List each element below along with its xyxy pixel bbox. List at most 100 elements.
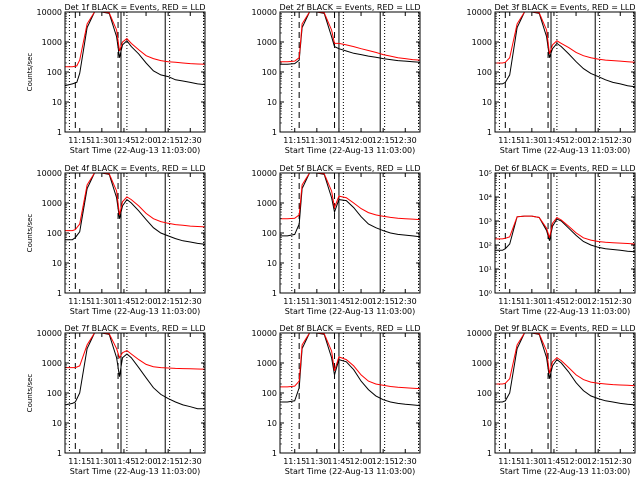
x-axis-label: Start Time (22-Aug-13 11:03:00): [500, 467, 631, 476]
y-tick-label: 1000: [257, 38, 277, 47]
plot-frame: [494, 172, 636, 294]
series-black: [280, 173, 420, 238]
chart-title: Det 8f BLACK = Events, RED = LLD: [279, 324, 420, 333]
series-red: [65, 333, 205, 370]
chart-title: Det 5f BLACK = Events, RED = LLD: [279, 164, 420, 173]
panel-det-3: 1 10 100 1000 10000 11:15 11:30 11:45 12:00 12:15…: [467, 3, 636, 155]
chart-title: Det 3f BLACK = Events, RED = LLD: [494, 3, 635, 12]
plot-frame: [279, 172, 421, 294]
series-red: [495, 12, 635, 64]
x-tick-label: 11:15: [283, 297, 306, 306]
x-tick-label: 12:30: [609, 457, 632, 466]
x-tick-label: 11:15: [498, 136, 521, 145]
panel-det-2: 1 10 100 1000 10000 11:15 11:30 11:45 12:00 12:15…: [252, 3, 421, 155]
x-axis-label: Start Time (22-Aug-13 11:03:00): [500, 146, 631, 155]
x-axis-label: Start Time (22-Aug-13 11:03:00): [285, 307, 416, 316]
y-tick-label: 1: [487, 449, 492, 458]
x-tick-label: 11:15: [68, 457, 91, 466]
y-tick-label: 1: [272, 128, 277, 137]
x-tick-label: 11:45: [542, 136, 565, 145]
series-black: [495, 12, 635, 88]
x-tick-label: 11:30: [305, 136, 328, 145]
y-tick-label: 10⁰: [479, 289, 492, 298]
x-tick-label: 12:00: [565, 136, 588, 145]
y-tick-label: 10: [267, 419, 277, 428]
y-tick-label: 10⁵: [479, 169, 492, 178]
y-tick-label: 10⁴: [479, 193, 492, 202]
y-tick-label: 1000: [42, 199, 62, 208]
y-axis-label: Counts/sec: [26, 374, 34, 413]
y-tick-label: 1: [272, 449, 277, 458]
x-tick-label: 12:00: [565, 297, 588, 306]
x-axis-label: Start Time (22-Aug-13 11:03:00): [285, 467, 416, 476]
y-tick-label: 10: [267, 259, 277, 268]
x-tick-label: 12:15: [587, 457, 610, 466]
panel-det-7: 1 10 100 1000 10000 11:15 11:30 11:45 12:00 12:15…: [26, 324, 206, 476]
series-black: [65, 333, 205, 410]
x-tick-label: 11:30: [90, 297, 113, 306]
x-tick-label: 11:45: [542, 297, 565, 306]
y-tick-label: 10: [482, 419, 492, 428]
x-tick-label: 11:30: [520, 136, 543, 145]
chart-title: Det 6f BLACK = Events, RED = LLD: [494, 164, 635, 173]
x-axis-label: Start Time (22-Aug-13 11:03:00): [70, 307, 201, 316]
y-tick-label: 1000: [472, 359, 492, 368]
y-tick-label: 10000: [252, 8, 277, 17]
x-tick-label: 11:30: [520, 297, 543, 306]
x-tick-label: 11:30: [305, 297, 328, 306]
y-tick-label: 10000: [37, 169, 62, 178]
x-tick-label: 12:15: [587, 136, 610, 145]
x-tick-label: 12:15: [157, 297, 180, 306]
x-tick-label: 12:30: [609, 297, 632, 306]
y-tick-label: 100: [47, 229, 62, 238]
y-tick-label: 1: [57, 449, 62, 458]
x-tick-label: 12:00: [350, 136, 373, 145]
series-black: [280, 333, 420, 407]
series-black: [495, 215, 635, 253]
y-tick-label: 10²: [479, 241, 492, 250]
x-tick-label: 11:30: [90, 136, 113, 145]
y-tick-label: 10000: [467, 8, 492, 17]
y-tick-label: 100: [262, 229, 277, 238]
series-red: [65, 173, 205, 232]
y-tick-label: 10000: [252, 169, 277, 178]
x-tick-label: 11:45: [112, 457, 135, 466]
chart-title: Det 4f BLACK = Events, RED = LLD: [64, 164, 205, 173]
x-tick-label: 12:15: [157, 136, 180, 145]
y-tick-label: 100: [477, 68, 492, 77]
x-tick-label: 12:00: [135, 457, 158, 466]
y-tick-label: 1000: [257, 359, 277, 368]
x-tick-label: 12:30: [609, 136, 632, 145]
x-axis-label: Start Time (22-Aug-13 11:03:00): [70, 467, 201, 476]
x-tick-label: 12:30: [179, 457, 202, 466]
y-tick-label: 10³: [479, 217, 492, 226]
plot-frame: [279, 332, 421, 454]
panel-det-5: 1 10 100 1000 10000 11:15 11:30 11:45 12:00 12:15…: [252, 164, 421, 316]
x-tick-label: 11:15: [498, 297, 521, 306]
series-red: [495, 215, 635, 245]
y-tick-label: 100: [262, 68, 277, 77]
series-red: [280, 333, 420, 390]
panel-det-4: 1 10 100 1000 10000 11:15 11:30 11:45 12:00 12:15…: [26, 164, 206, 316]
y-tick-label: 1000: [472, 38, 492, 47]
x-tick-label: 11:30: [305, 457, 328, 466]
y-tick-label: 100: [477, 389, 492, 398]
y-tick-label: 1: [487, 128, 492, 137]
y-tick-label: 10: [52, 98, 62, 107]
plot-frame: [64, 332, 206, 454]
y-tick-label: 100: [47, 68, 62, 77]
y-tick-label: 10000: [37, 8, 62, 17]
x-tick-label: 11:45: [327, 457, 350, 466]
x-tick-label: 11:15: [498, 457, 521, 466]
x-tick-label: 12:30: [179, 136, 202, 145]
y-tick-label: 1: [57, 128, 62, 137]
panel-det-8: 1 10 100 1000 10000 11:15 11:30 11:45 12:00 12:15…: [252, 324, 421, 476]
y-tick-label: 10: [52, 259, 62, 268]
x-tick-label: 12:00: [350, 457, 373, 466]
x-axis-label: Start Time (22-Aug-13 11:03:00): [285, 146, 416, 155]
x-tick-label: 11:30: [520, 457, 543, 466]
x-tick-label: 11:45: [112, 297, 135, 306]
x-tick-label: 12:00: [135, 297, 158, 306]
y-tick-label: 10: [482, 98, 492, 107]
x-tick-label: 12:30: [179, 297, 202, 306]
